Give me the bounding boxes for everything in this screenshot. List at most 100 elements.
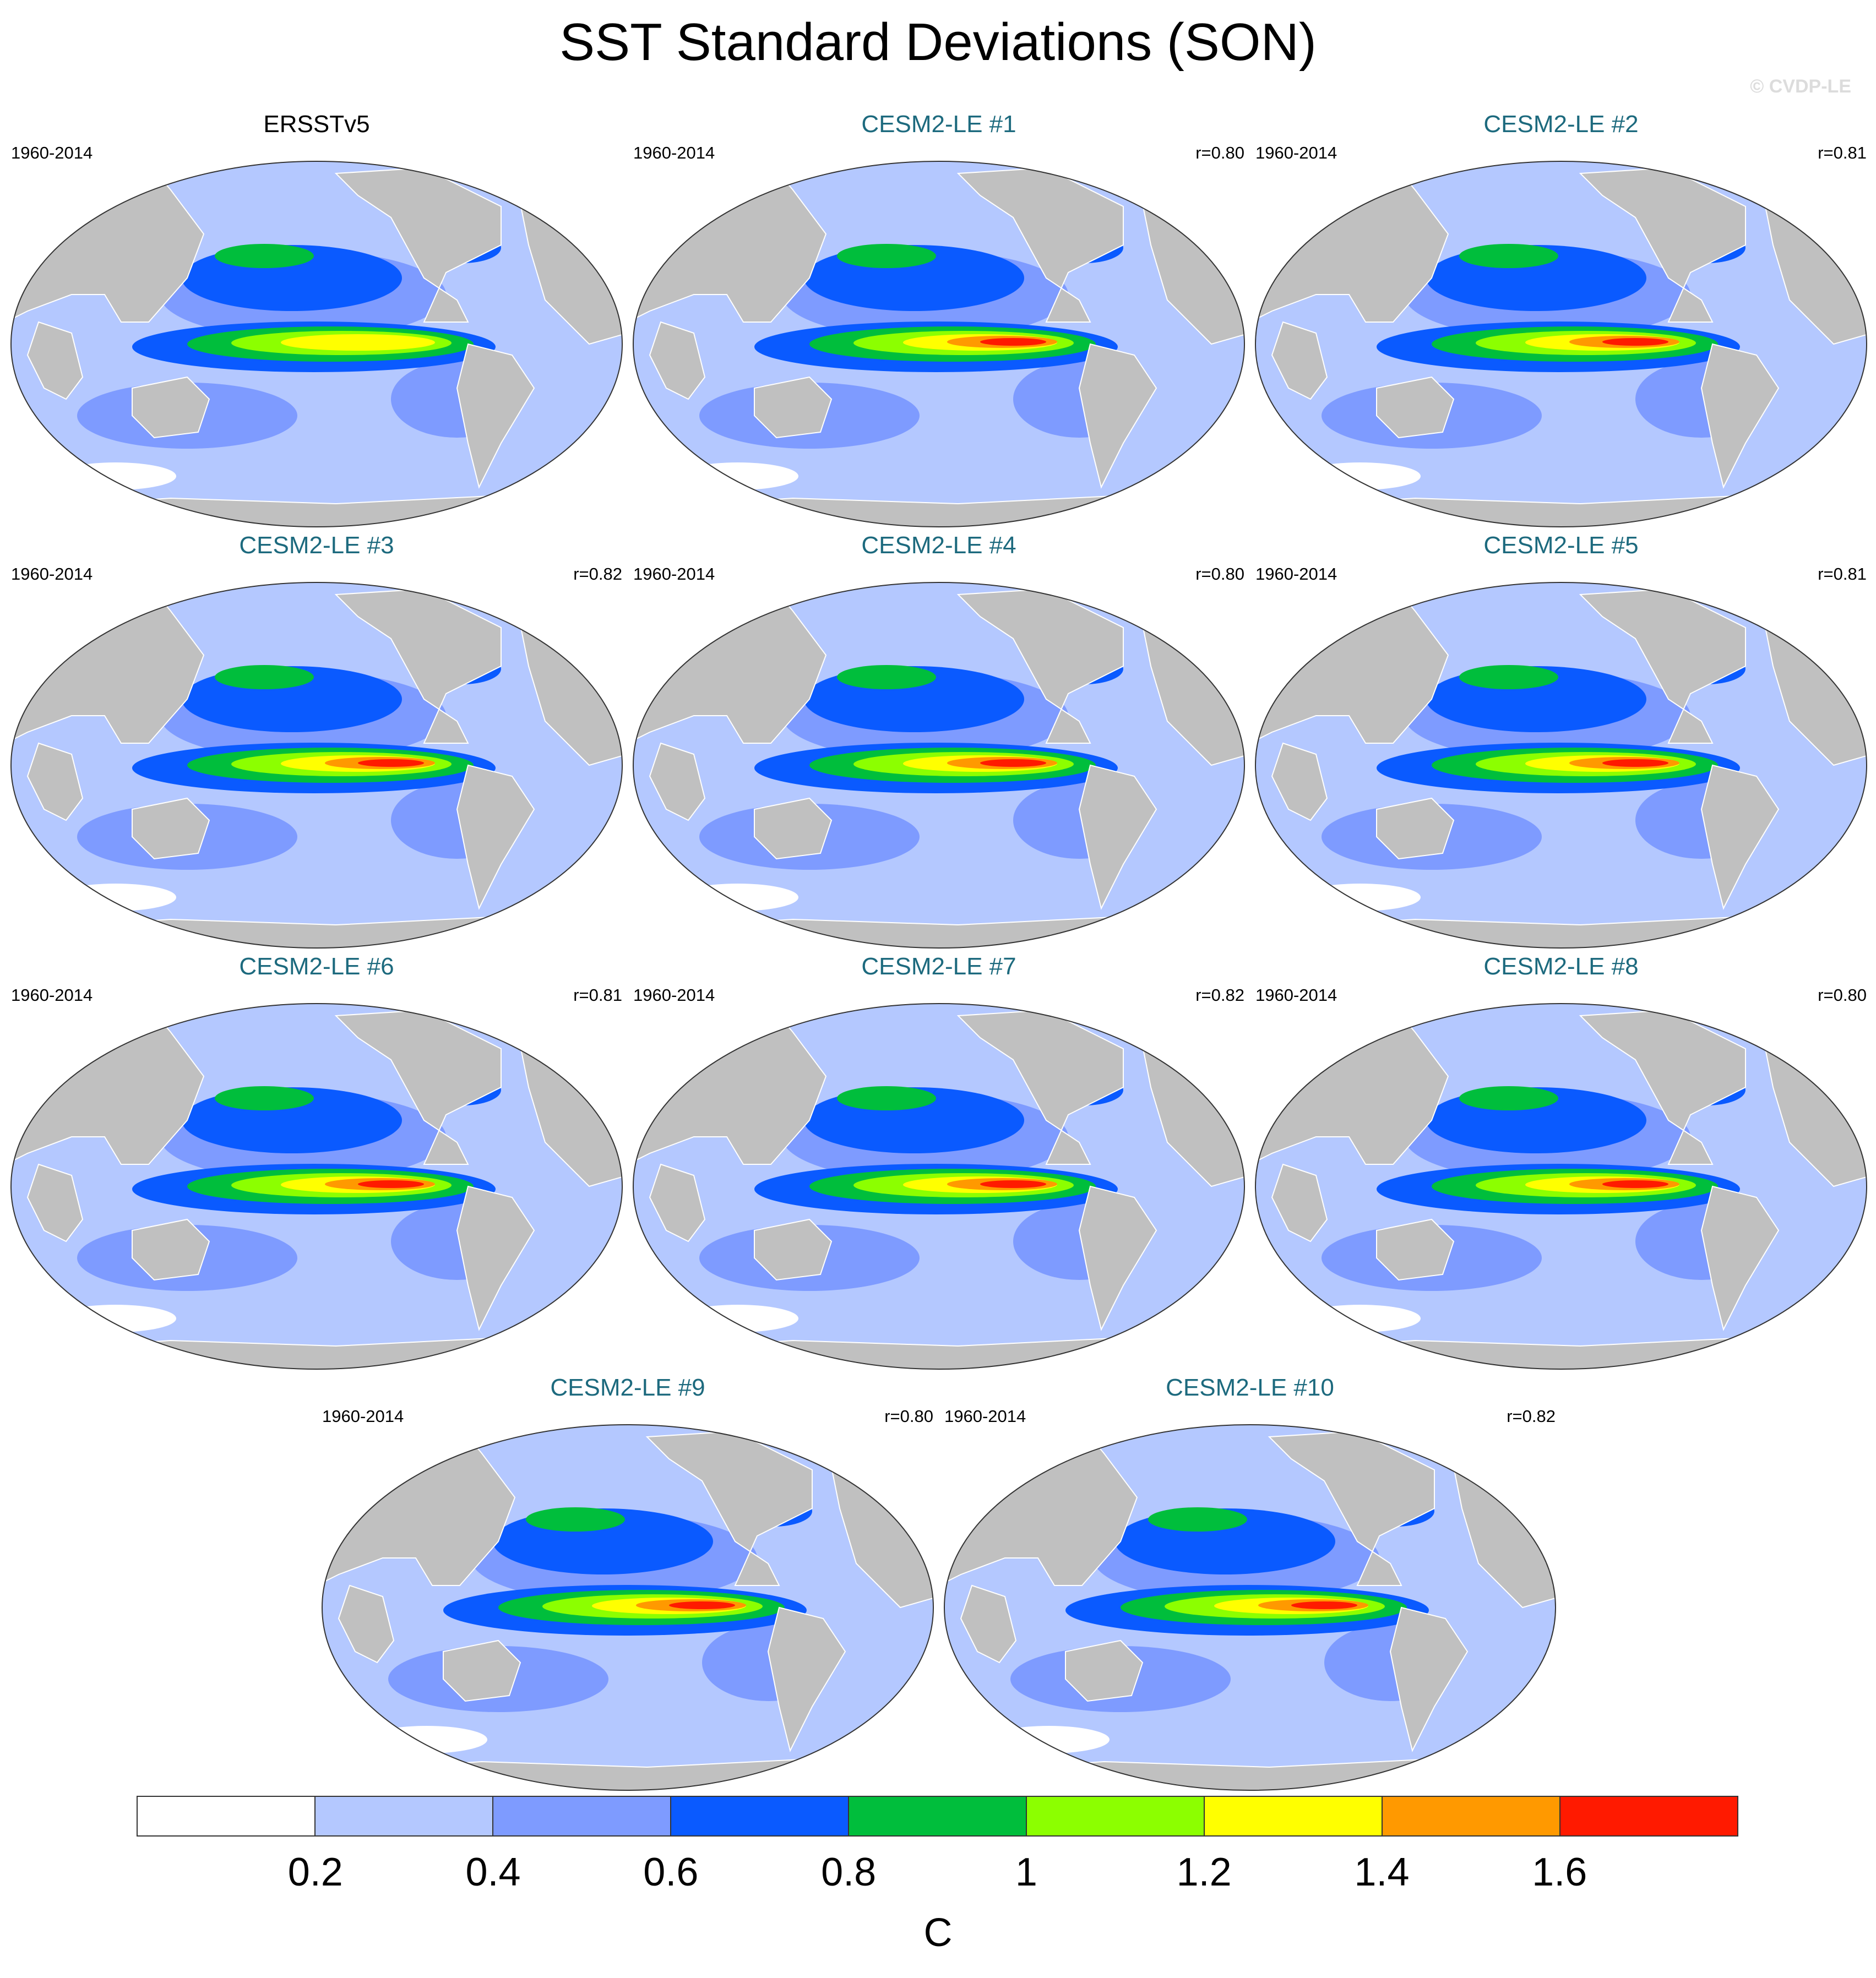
world-map — [322, 1424, 934, 1791]
land-north-america — [1579, 167, 1746, 323]
map-panel: CESM2-LE #9 1960-2014 r=0.80 — [317, 1374, 939, 1795]
land-south-america — [456, 764, 535, 910]
land-south-america — [1078, 764, 1157, 910]
sst-region — [980, 1180, 1046, 1188]
sst-region — [215, 244, 314, 268]
land-north-america — [956, 167, 1124, 323]
sst-region — [1355, 586, 1432, 601]
land-north-america — [956, 588, 1124, 744]
sst-region — [1299, 884, 1421, 911]
land-north-america — [1579, 588, 1746, 744]
world-map — [1255, 582, 1867, 949]
colorbar-tick-label: 0.6 — [643, 1850, 699, 1894]
map-outline — [633, 161, 1245, 527]
land-australia — [1376, 797, 1455, 860]
colorbar-box — [671, 1797, 849, 1835]
sst-region — [837, 244, 936, 268]
sst-region — [110, 165, 187, 180]
map-area — [628, 157, 1250, 531]
colorbar-box — [316, 1797, 493, 1835]
pattern-correlation: r=0.82 — [1507, 1407, 1556, 1426]
sst-region — [1602, 1180, 1668, 1188]
pattern-correlation: r=0.81 — [1818, 143, 1867, 162]
sst-region — [1459, 665, 1558, 689]
panel-period: 1960-2014 — [11, 985, 93, 1005]
world-map — [10, 1003, 623, 1370]
map-area — [1250, 578, 1872, 952]
pattern-correlation: r=0.80 — [1195, 564, 1244, 584]
panel-period: 1960-2014 — [1255, 985, 1337, 1005]
land-south-america — [767, 1606, 846, 1752]
panel-title: CESM2-LE #1 — [861, 111, 1016, 138]
land-australia — [754, 797, 833, 860]
pattern-correlation: r=0.80 — [1195, 143, 1244, 162]
map-outline — [944, 1424, 1556, 1791]
sst-region — [837, 1086, 936, 1110]
sst-region — [988, 1726, 1110, 1753]
sst-region — [358, 1180, 424, 1188]
land-south-america — [1700, 343, 1780, 489]
sst-region — [1602, 759, 1668, 767]
sst-region — [1299, 462, 1421, 490]
panel-title: CESM2-LE #9 — [550, 1374, 705, 1401]
colorbar-box — [849, 1797, 1027, 1835]
land-north-america — [645, 1430, 813, 1586]
map-outline — [322, 1424, 934, 1791]
land-africa — [649, 1163, 706, 1243]
map-outline — [1255, 582, 1867, 949]
panel-title: CESM2-LE #5 — [1483, 532, 1639, 559]
pattern-correlation: r=0.82 — [573, 564, 622, 584]
map-area — [628, 999, 1250, 1374]
panel-period: 1960-2014 — [1255, 564, 1337, 584]
map-panel: CESM2-LE #3 1960-2014 r=0.82 — [6, 531, 628, 952]
map-area — [628, 578, 1250, 952]
sst-region — [1299, 1305, 1421, 1332]
colorbar-box — [493, 1797, 671, 1835]
colorbar-tick-label: 0.2 — [287, 1850, 343, 1894]
map-panel: CESM2-LE #1 1960-2014 r=0.80 — [628, 110, 1250, 531]
land-australia — [443, 1639, 521, 1702]
pattern-correlation: r=0.81 — [573, 985, 622, 1005]
map-outline — [10, 1003, 623, 1370]
world-map — [633, 161, 1245, 527]
panel-title: CESM2-LE #10 — [1166, 1374, 1334, 1401]
sst-region — [669, 1601, 735, 1609]
sst-region — [1355, 165, 1432, 180]
sst-region — [55, 1305, 176, 1332]
map-panel: CESM2-LE #2 1960-2014 r=0.81 — [1250, 110, 1872, 531]
sst-region — [421, 1428, 498, 1443]
colorbar-box — [1383, 1797, 1560, 1835]
land-africa — [338, 1584, 395, 1664]
map-outline — [1255, 161, 1867, 527]
sst-region — [358, 759, 424, 767]
land-africa — [1271, 321, 1328, 400]
sst-region — [215, 665, 314, 689]
sst-region — [55, 884, 176, 911]
colorbar-box — [138, 1797, 316, 1835]
sst-region — [980, 338, 1046, 346]
sst-region — [732, 586, 809, 601]
sst-region — [837, 665, 936, 689]
world-map — [633, 1003, 1245, 1370]
map-outline — [633, 582, 1245, 949]
land-australia — [132, 1218, 210, 1281]
world-map — [10, 161, 623, 527]
panel-title: CESM2-LE #8 — [1483, 953, 1639, 980]
map-area — [939, 1420, 1561, 1795]
sst-region — [366, 1726, 487, 1753]
land-australia — [1376, 1218, 1455, 1281]
map-panel: CESM2-LE #4 1960-2014 r=0.80 — [628, 531, 1250, 952]
sst-region — [1291, 1601, 1357, 1609]
map-area — [6, 578, 628, 952]
sst-region — [677, 462, 798, 490]
land-south-america — [1078, 1185, 1157, 1331]
panel-period: 1960-2014 — [11, 564, 93, 584]
colorbar — [137, 1796, 1738, 1837]
land-australia — [754, 1218, 833, 1281]
map-area — [6, 999, 628, 1374]
sst-region — [526, 1507, 625, 1532]
sst-region — [1355, 1007, 1432, 1022]
world-map — [944, 1424, 1556, 1791]
panel-title: CESM2-LE #3 — [239, 532, 394, 559]
panel-period: 1960-2014 — [944, 1407, 1026, 1426]
